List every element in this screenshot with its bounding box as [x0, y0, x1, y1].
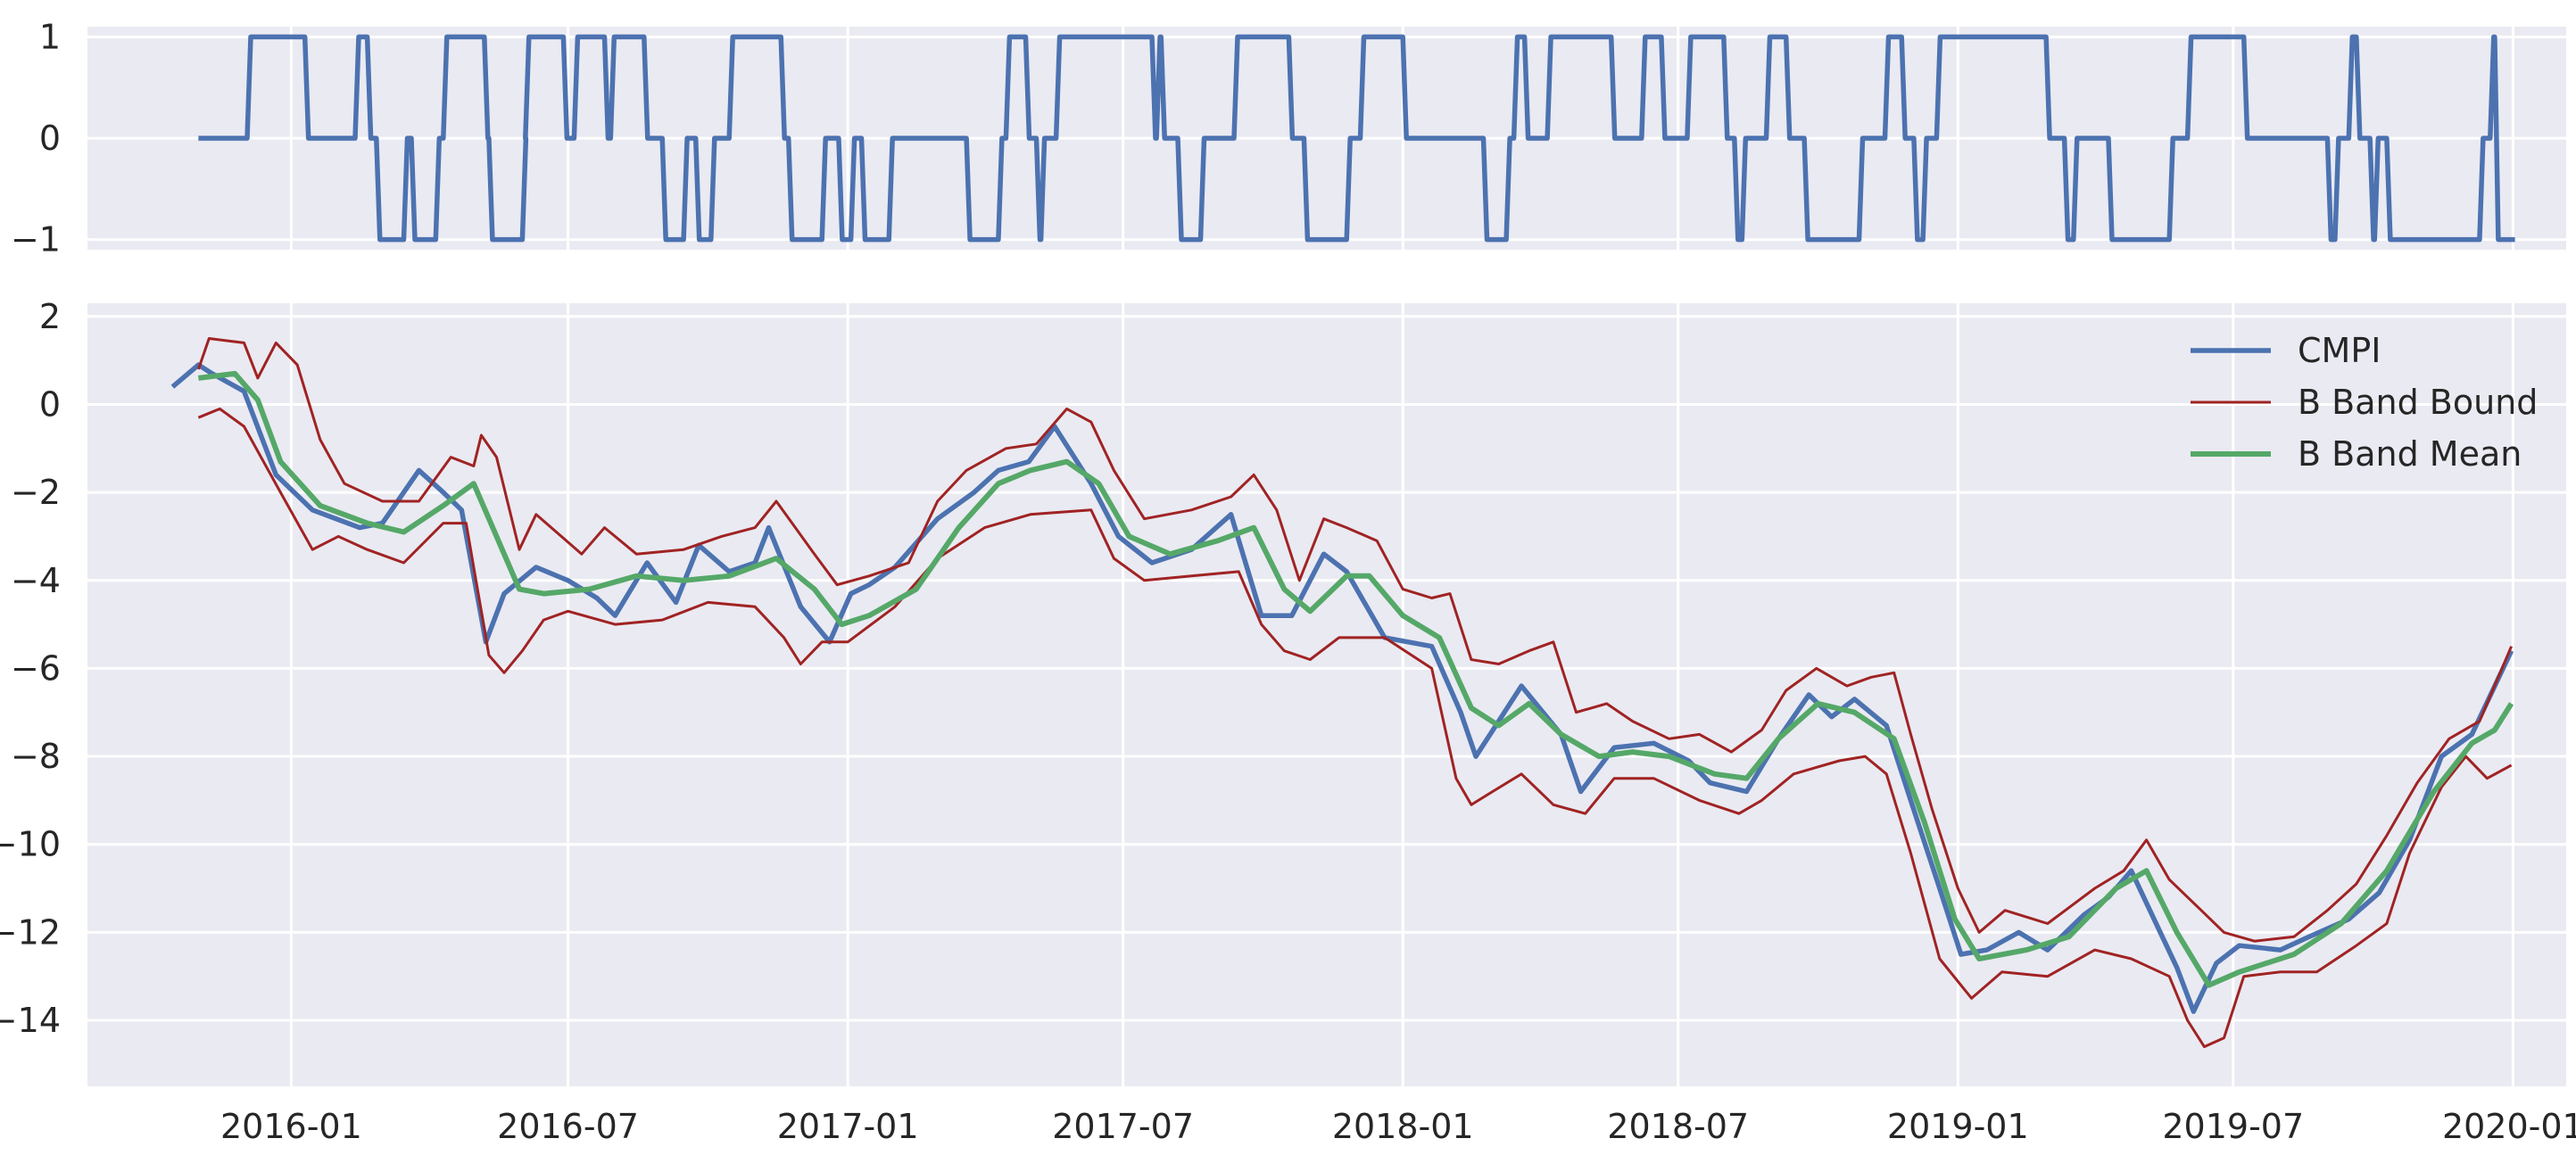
plot-area — [87, 303, 2566, 1086]
x-tick-label: 2016-01 — [220, 1107, 362, 1146]
y-tick-label: 0 — [39, 119, 61, 158]
x-tick-label: 2018-01 — [1332, 1107, 1474, 1146]
legend-label: CMPI — [2298, 331, 2381, 370]
legend-label: B Band Mean — [2298, 434, 2522, 474]
y-tick-label: −4 — [11, 561, 61, 600]
legend: CMPI B Band Bound B Band Mean — [2191, 331, 2538, 474]
band-bound-line — [196, 337, 2513, 943]
legend-label: B Band Bound — [2298, 383, 2538, 422]
y-tick-label: −2 — [11, 473, 61, 512]
y-tick-label: −10 — [0, 825, 61, 864]
y-tick-label: −6 — [11, 648, 61, 688]
y-tick-label: −1 — [11, 220, 61, 260]
y-tick-label: −12 — [0, 912, 61, 952]
x-tick-label: 2017-07 — [1052, 1107, 1194, 1146]
y-tick-label: −14 — [0, 1001, 61, 1040]
y-tick-label: 1 — [39, 17, 61, 56]
x-tick-label: 2016-07 — [497, 1107, 639, 1146]
signal-panel: 1 0 −1 — [11, 17, 2566, 260]
x-tick-label: 2018-07 — [1607, 1107, 1749, 1146]
y-tick-label: −8 — [11, 737, 61, 776]
x-tick-label: 2020-01 — [2442, 1107, 2576, 1146]
x-tick-label: 2019-07 — [2162, 1107, 2304, 1146]
signal-line — [198, 34, 2515, 243]
price-panel: 2016-01 2016-07 2017-01 2017-07 2018-01 2018-… — [0, 297, 2576, 1146]
y-tick-label: 2 — [39, 297, 61, 336]
x-tick-label: 2019-01 — [1887, 1107, 2029, 1146]
y-tick-label: 0 — [39, 384, 61, 424]
x-tick-label: 2017-01 — [777, 1107, 919, 1146]
band-bound-line — [197, 407, 2513, 1049]
band-mean-line — [198, 370, 2514, 988]
